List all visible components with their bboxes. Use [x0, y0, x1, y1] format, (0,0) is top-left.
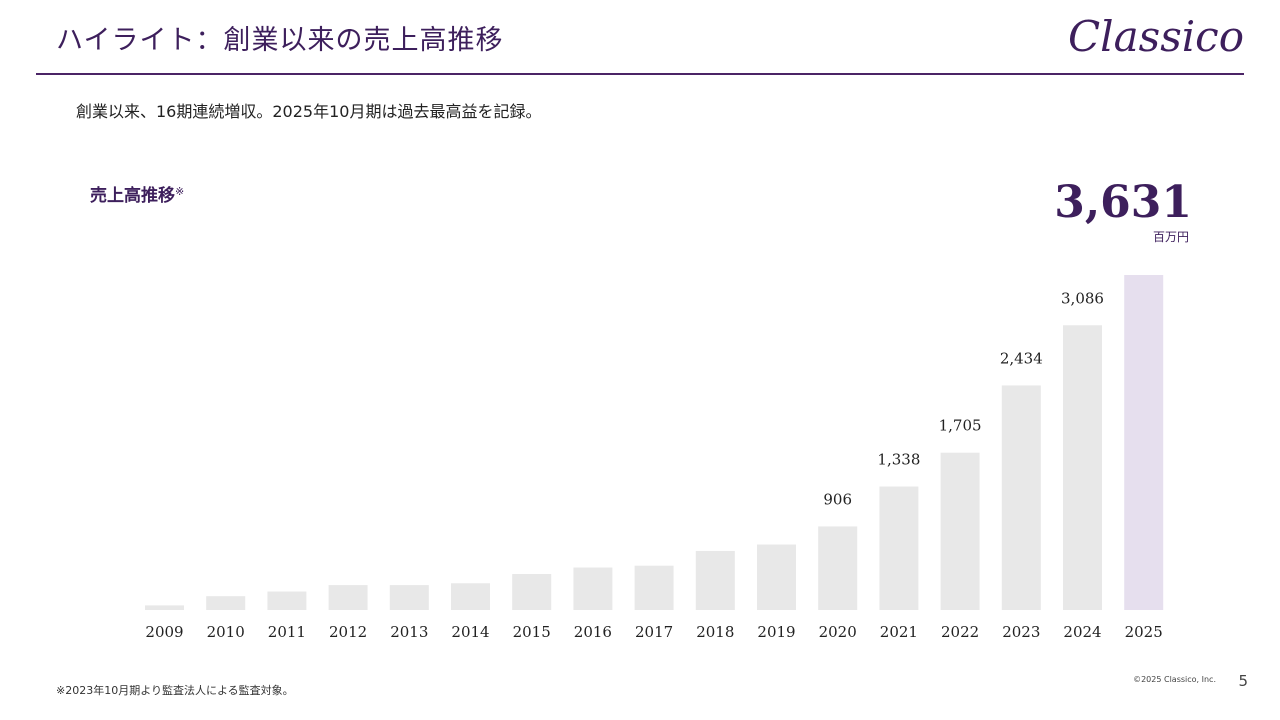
bar-2016	[573, 567, 613, 610]
brand-logo: Classico	[1068, 12, 1244, 61]
x-tick-label-2022: 2022	[941, 623, 979, 641]
bar-2013	[389, 585, 429, 610]
data-label-2020: 906	[823, 490, 852, 508]
copyright-text: ©2025 Classico, Inc.	[1133, 675, 1216, 684]
x-tick-label-2023: 2023	[1002, 623, 1040, 641]
bar-2010	[206, 596, 246, 610]
title-divider	[36, 73, 1244, 75]
data-label-2021: 1,338	[877, 451, 920, 469]
x-tick-label-2020: 2020	[819, 623, 857, 641]
bar-2022	[940, 452, 980, 610]
page-subtitle: 創業以来、16期連続増収。2025年10月期は過去最高益を記録。	[76, 102, 542, 121]
x-tick-label-2018: 2018	[696, 623, 734, 641]
bar-2019	[757, 544, 796, 610]
x-tick-label-2012: 2012	[329, 623, 367, 641]
data-label-2022: 1,705	[939, 417, 982, 435]
bar-2011	[267, 591, 307, 610]
bar-2015	[512, 574, 552, 610]
footnote: ※2023年10月期より監査法人による監査対象。	[56, 684, 294, 697]
x-tick-label-2015: 2015	[513, 623, 551, 641]
bar-2025	[1124, 275, 1164, 610]
x-tick-label-2016: 2016	[574, 623, 612, 641]
bar-2014	[451, 583, 490, 610]
x-tick-label-2021: 2021	[880, 623, 918, 641]
chart-title-text: 売上高推移	[90, 186, 175, 206]
highlight-unit: 百万円	[1152, 230, 1189, 244]
chart-title-footnote-mark: ※	[175, 185, 185, 198]
x-tick-label-2025: 2025	[1125, 623, 1163, 641]
x-tick-label-2010: 2010	[207, 623, 245, 641]
page-number: 5	[1238, 672, 1248, 690]
x-tick-label-2019: 2019	[757, 623, 795, 641]
bar-2017	[634, 565, 674, 610]
highlight-value: 3,631	[1054, 177, 1192, 228]
data-label-2023: 2,434	[1000, 349, 1043, 367]
chart-title: 売上高推移※	[90, 181, 184, 206]
x-tick-label-2009: 2009	[145, 623, 183, 641]
bar-2023	[1001, 385, 1041, 610]
x-tick-label-2017: 2017	[635, 623, 673, 641]
bar-2024	[1063, 325, 1102, 610]
bar-2018	[695, 550, 735, 610]
x-tick-label-2014: 2014	[451, 623, 489, 641]
bar-2020	[818, 526, 858, 610]
x-tick-label-2013: 2013	[390, 623, 428, 641]
page-title: ハイライト：創業以来の売上高推移	[56, 25, 504, 56]
data-label-2024: 3,086	[1061, 289, 1104, 307]
bar-2009	[145, 605, 184, 610]
x-tick-label-2024: 2024	[1063, 623, 1101, 641]
bar-2021	[879, 486, 919, 610]
x-tick-label-2011: 2011	[268, 623, 306, 641]
bar-2012	[328, 585, 368, 610]
